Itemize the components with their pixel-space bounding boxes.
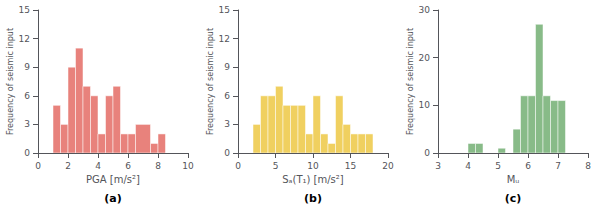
svg-text:15: 15 xyxy=(19,5,30,15)
svg-text:8: 8 xyxy=(155,161,161,171)
svg-text:(b): (b) xyxy=(304,192,322,205)
svg-text:0: 0 xyxy=(224,148,230,158)
svg-text:6: 6 xyxy=(24,91,30,101)
svg-text:Mᵤ: Mᵤ xyxy=(507,174,520,185)
svg-text:3: 3 xyxy=(224,119,230,129)
svg-text:12: 12 xyxy=(19,34,30,44)
svg-text:6: 6 xyxy=(125,161,131,171)
svg-text:10: 10 xyxy=(307,161,319,171)
svg-text:6: 6 xyxy=(224,91,230,101)
svg-text:(a): (a) xyxy=(104,192,121,205)
svg-text:15: 15 xyxy=(345,161,356,171)
svg-text:30: 30 xyxy=(419,5,431,15)
svg-text:5: 5 xyxy=(495,161,501,171)
svg-text:15: 15 xyxy=(219,5,230,15)
svg-text:Sₐ(T₁) [m/s²]: Sₐ(T₁) [m/s²] xyxy=(282,174,344,185)
svg-text:Frequency of seismic input: Frequency of seismic input xyxy=(206,28,215,135)
svg-text:9: 9 xyxy=(224,62,230,72)
svg-text:10: 10 xyxy=(419,100,431,110)
svg-text:12: 12 xyxy=(219,34,230,44)
svg-text:8: 8 xyxy=(585,161,591,171)
svg-text:0: 0 xyxy=(24,148,30,158)
svg-text:2: 2 xyxy=(65,161,71,171)
svg-text:0: 0 xyxy=(235,161,241,171)
svg-text:0: 0 xyxy=(424,148,430,158)
svg-text:4: 4 xyxy=(465,161,471,171)
svg-text:3: 3 xyxy=(435,161,441,171)
svg-text:PGA [m/s²]: PGA [m/s²] xyxy=(86,174,140,185)
svg-text:4: 4 xyxy=(95,161,101,171)
svg-text:20: 20 xyxy=(382,161,394,171)
svg-text:3: 3 xyxy=(24,119,30,129)
svg-text:0: 0 xyxy=(35,161,41,171)
svg-text:Frequency of seismic input: Frequency of seismic input xyxy=(406,28,415,135)
svg-text:9: 9 xyxy=(24,62,30,72)
svg-text:20: 20 xyxy=(419,53,431,63)
svg-text:7: 7 xyxy=(555,161,561,171)
svg-text:10: 10 xyxy=(182,161,194,171)
svg-text:5: 5 xyxy=(273,161,279,171)
svg-text:6: 6 xyxy=(525,161,531,171)
svg-text:Frequency of seismic input: Frequency of seismic input xyxy=(6,28,15,135)
svg-text:(c): (c) xyxy=(505,192,522,205)
